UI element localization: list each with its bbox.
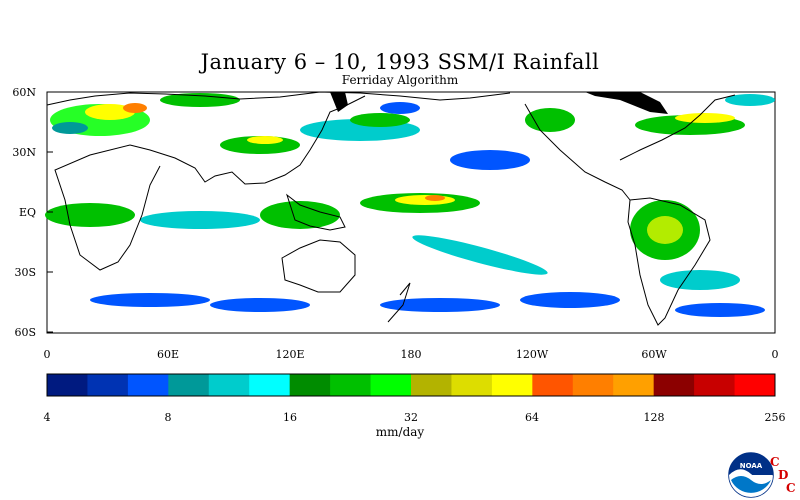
- colorbar-swatch: [653, 374, 695, 396]
- lon-label-0: 0: [44, 348, 51, 361]
- map-subtitle: Ferriday Algorithm: [341, 73, 459, 87]
- colorbar-swatch: [411, 374, 452, 396]
- lat-label-4: 60S: [14, 326, 36, 339]
- colorbar-swatch: [289, 374, 331, 396]
- lat-label-1: 30N: [12, 146, 36, 159]
- colorbar-swatch: [734, 374, 776, 396]
- colorbar-swatch: [370, 374, 412, 396]
- colorbar: [47, 374, 776, 396]
- colorbar-swatch: [47, 374, 88, 396]
- colorbar-frame: [46, 373, 776, 397]
- cdc-letter-3: C: [786, 481, 796, 495]
- noaa-logo-icon: NOAA: [728, 452, 774, 498]
- colorbar-tick-2: 16: [283, 411, 297, 424]
- colorbar-tick-3: 32: [404, 411, 418, 424]
- colorbar-swatch: [451, 374, 493, 396]
- colorbar-swatch: [532, 374, 574, 396]
- longitude-axis: 0 60E 120E 180 120W 60W 0: [44, 348, 779, 361]
- lat-label-2: EQ: [19, 206, 36, 219]
- colorbar-tick-6: 256: [765, 411, 786, 424]
- colorbar-tick-0: 4: [44, 411, 51, 424]
- lon-label-3: 180: [401, 348, 422, 361]
- colorbar-tick-1: 8: [165, 411, 172, 424]
- colorbar-swatch: [249, 374, 291, 396]
- colorbar-swatch: [330, 374, 372, 396]
- rain-field: [45, 93, 775, 317]
- antarctic-ice: [330, 92, 668, 114]
- colorbar-swatch: [572, 374, 614, 396]
- lon-label-1: 60E: [157, 348, 179, 361]
- lat-label-0: 60N: [12, 86, 36, 99]
- map-title: January 6 – 10, 1993 SSM/I Rainfall: [200, 50, 600, 74]
- colorbar-swatch: [694, 374, 736, 396]
- logo-name: NOAA: [740, 462, 763, 470]
- coastlines: [46, 91, 736, 326]
- colorbar-ticks: 4 8 16 32 64 128 256: [44, 411, 786, 424]
- lon-label-5: 60W: [641, 348, 667, 361]
- colorbar-swatch: [168, 374, 210, 396]
- lon-label-4: 120W: [516, 348, 549, 361]
- colorbar-tick-4: 64: [525, 411, 539, 424]
- latitude-axis: 60N 30N EQ 30S 60S: [12, 86, 53, 339]
- colorbar-swatch: [127, 374, 169, 396]
- lon-label-2: 120E: [275, 348, 304, 361]
- lon-label-6: 0: [772, 348, 779, 361]
- colorbar-swatch: [613, 374, 655, 396]
- cdc-letter-1: C: [770, 455, 780, 469]
- lat-label-3: 30S: [14, 266, 36, 279]
- colorbar-tick-5: 128: [644, 411, 665, 424]
- cdc-letter-2: D: [778, 468, 789, 482]
- colorbar-swatch: [491, 374, 533, 396]
- colorbar-unit: mm/day: [375, 425, 425, 439]
- colorbar-swatch: [208, 374, 250, 396]
- colorbar-swatch: [87, 374, 129, 396]
